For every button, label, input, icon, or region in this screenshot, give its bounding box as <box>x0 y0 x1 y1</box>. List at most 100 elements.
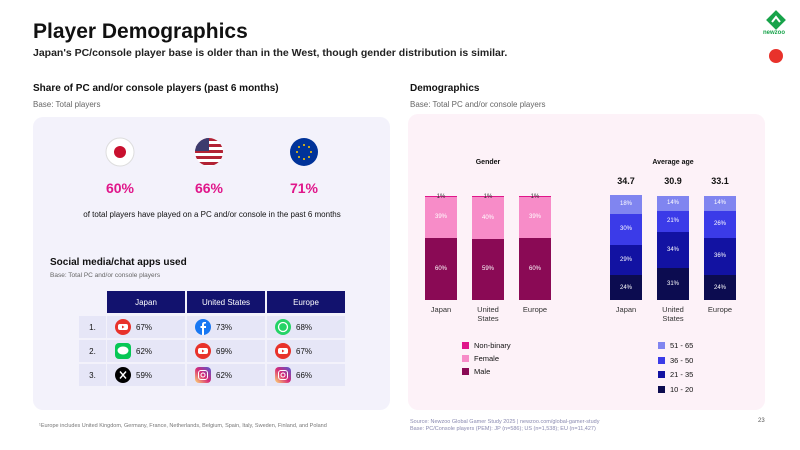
legend-label: Non-binary <box>474 341 511 350</box>
bar-segment <box>472 197 504 239</box>
cell: 62% <box>187 364 265 386</box>
bar-segment <box>472 238 504 300</box>
bar-segment <box>519 237 551 300</box>
instagram-icon <box>275 367 291 383</box>
bar-segment <box>704 196 736 211</box>
bar-segment <box>657 267 689 300</box>
value-label: 14% <box>666 200 679 207</box>
column-header: United States <box>187 291 265 313</box>
footnote: ¹Europe includes United Kingdom, Germany… <box>39 423 327 429</box>
cell-value: 69% <box>216 346 233 356</box>
average-age: 33.1 <box>711 176 729 186</box>
value-label: 1% <box>530 194 540 200</box>
cell-value: 66% <box>296 370 313 380</box>
value-label: 24% <box>713 284 726 291</box>
share-value: 60% <box>105 180 135 196</box>
share-value: 66% <box>194 180 224 196</box>
cell-value: 67% <box>136 322 153 332</box>
legend-label: 21 - 35 <box>670 370 694 379</box>
cell: 67% <box>267 340 345 362</box>
line-icon <box>115 343 131 359</box>
value-label: 24% <box>619 284 632 291</box>
value-label: 1% <box>436 194 446 200</box>
logo-icon <box>766 10 786 30</box>
bar-segment <box>425 197 457 238</box>
social-title: Social media/chat apps used <box>50 257 187 268</box>
value-label: 36% <box>713 253 726 260</box>
facebook-icon <box>195 319 211 335</box>
bar-segment <box>519 197 551 238</box>
legend-label: Female <box>474 354 500 363</box>
bar-segment <box>519 196 551 198</box>
legend-label: 10 - 20 <box>670 384 694 394</box>
cell-value: 68% <box>296 322 313 332</box>
x-icon <box>115 367 131 383</box>
value-label: 21% <box>666 218 679 225</box>
legend-swatch <box>462 342 469 349</box>
average-age: 34.7 <box>617 176 635 186</box>
legend-label: 51 - 65 <box>670 341 694 350</box>
rank: 2. <box>79 340 106 362</box>
value-label: 40% <box>481 214 494 221</box>
value-label: 14% <box>713 200 726 207</box>
flag-us <box>195 138 223 166</box>
whatsapp-icon <box>275 319 291 335</box>
x-tick-label: Europe <box>707 305 733 314</box>
rank: 1. <box>79 316 106 338</box>
legend-swatch <box>462 368 469 375</box>
value-label: 26% <box>713 221 726 228</box>
bar-segment <box>610 213 642 245</box>
value-label: 39% <box>434 214 447 221</box>
youtube-icon <box>115 319 131 335</box>
legend-label: Male <box>474 367 491 376</box>
value-label: 34% <box>666 247 679 254</box>
bar-segment <box>657 210 689 233</box>
subtitle: Japan's PC/console player base is older … <box>33 47 508 59</box>
share-caption: of total players have played on a PC and… <box>83 210 341 219</box>
legend-swatch <box>658 356 665 364</box>
cell: 68% <box>267 316 345 338</box>
average-age: 30.9 <box>664 176 682 186</box>
share-base: Base: Total players <box>33 100 101 109</box>
legend-swatch <box>658 371 665 378</box>
title: Player Demographics <box>33 20 248 43</box>
bar-segment <box>425 237 457 300</box>
value-label: 1% <box>483 194 493 200</box>
column-header: Japan <box>107 291 185 313</box>
value-label: 60% <box>434 265 447 272</box>
column-header: Europe <box>267 291 345 313</box>
legend-swatch <box>658 342 665 349</box>
bar-segment <box>704 275 736 300</box>
cell: 67% <box>107 316 185 338</box>
x-tick-label: United States <box>662 305 684 323</box>
chart-title: Average age <box>652 159 694 166</box>
share-value: 71% <box>289 180 319 196</box>
legend-swatch <box>462 355 469 362</box>
rank: 3. <box>79 364 106 386</box>
bar-segment <box>657 196 689 211</box>
demographics-base: Base: Total PC and/or console players <box>410 100 546 109</box>
value-label: 18% <box>619 201 632 208</box>
demographics-title: Demographics <box>410 83 480 94</box>
cell-value: 59% <box>136 370 153 380</box>
bar-segment <box>610 275 642 300</box>
cell: 73% <box>187 316 265 338</box>
bar-segment <box>704 210 736 238</box>
cell: 62% <box>107 340 185 362</box>
x-tick-label: Europe <box>522 305 548 314</box>
bar-segment <box>704 237 736 276</box>
value-label: 39% <box>528 214 541 221</box>
cell-value: 62% <box>136 346 153 356</box>
legend-label: 36 - 50 <box>670 355 694 365</box>
chart-title: Gender <box>475 159 501 166</box>
bar-segment <box>472 196 504 198</box>
instagram-icon <box>195 367 211 383</box>
x-tick-label: Japan <box>430 305 452 314</box>
share-title: Share of PC and/or console players (past… <box>33 83 279 94</box>
x-tick-label: Japan <box>615 305 637 314</box>
japan-badge <box>769 49 783 63</box>
bar-segment <box>610 194 642 214</box>
x-tick-label: United States <box>477 305 499 323</box>
cell: 66% <box>267 364 345 386</box>
value-label: 60% <box>528 265 541 272</box>
